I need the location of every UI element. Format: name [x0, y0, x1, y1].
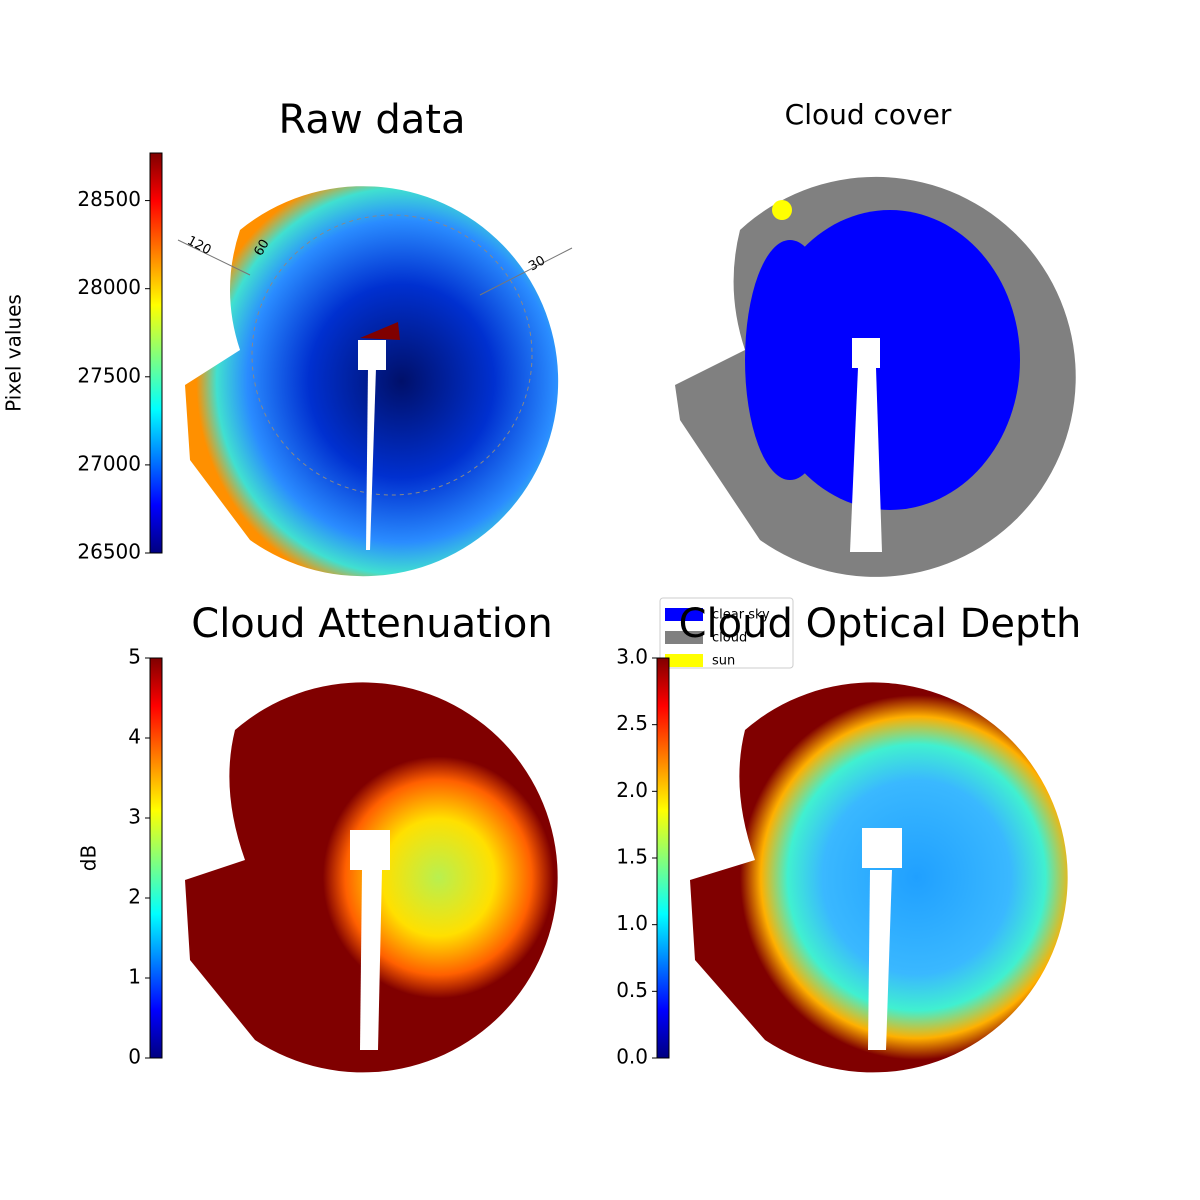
- polar-label: 120: [184, 233, 213, 258]
- colorbar-tick-label: 26500: [77, 540, 141, 564]
- legend-label: sun: [712, 654, 735, 669]
- legend-swatch: [665, 631, 703, 644]
- colorbar-tick-label: 28000: [77, 275, 141, 299]
- colorbar: [149, 152, 163, 554]
- colorbar-tick-label: 0.5: [616, 978, 648, 1002]
- cloud-cover-image: [675, 176, 1076, 577]
- colorbar-label: dB: [77, 845, 101, 871]
- colorbar-tick-label: 2: [128, 885, 141, 909]
- panel-title: Cloud cover: [785, 98, 952, 131]
- colorbar-tick-label: 1.5: [616, 845, 648, 869]
- panel-title: Cloud Optical Depth: [679, 601, 1082, 647]
- legend-swatch: [665, 608, 703, 621]
- colorbar-tick-label: 1.0: [616, 911, 648, 935]
- polar-label: 30: [526, 253, 548, 274]
- colorbar: [656, 657, 670, 1059]
- colorbar-tick-label: 28500: [77, 187, 141, 211]
- legend-swatch: [665, 654, 703, 667]
- colorbar: [149, 657, 163, 1059]
- colorbar-tick-label: 27500: [77, 363, 141, 387]
- colorbar-tick-label: 27000: [77, 451, 141, 475]
- raw-image: [185, 186, 559, 577]
- colorbar-tick-label: 3: [128, 805, 141, 829]
- colorbar-tick-label: 3.0: [616, 645, 648, 669]
- polar-label: 60: [252, 237, 273, 259]
- legend-label: clear sky: [712, 608, 770, 623]
- colorbar-label: Pixel values: [2, 294, 26, 412]
- polar-axis: [479, 247, 573, 296]
- colorbar-tick-label: 0: [128, 1045, 141, 1069]
- colorbar-tick-label: 1: [128, 965, 141, 989]
- colorbar-tick-label: 0.0: [616, 1045, 648, 1069]
- attenuation-image: [185, 682, 558, 1073]
- colorbar-tick-label: 2.5: [616, 711, 648, 735]
- colorbar-tick-label: 2.0: [616, 778, 648, 802]
- colorbar-tick-label: 5: [128, 645, 141, 669]
- colorbar-tick-label: 4: [128, 725, 141, 749]
- legend-label: cloud: [712, 631, 747, 646]
- panel-title: Raw data: [279, 97, 466, 143]
- optical-depth-image: [690, 682, 1068, 1073]
- panel-title: Cloud Attenuation: [191, 601, 552, 647]
- polar-axis: [177, 239, 251, 276]
